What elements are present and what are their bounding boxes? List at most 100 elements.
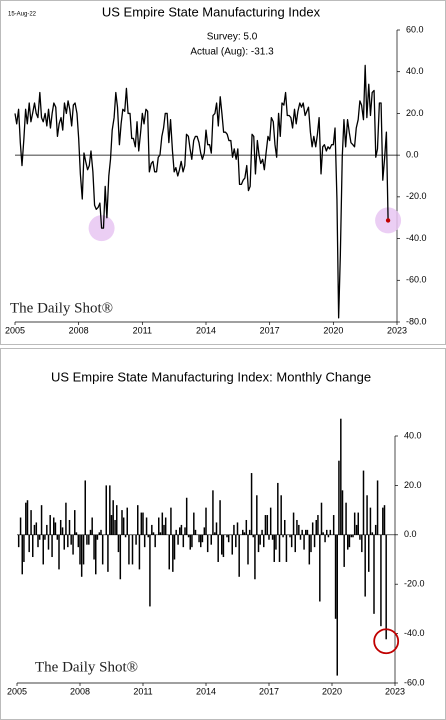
bar xyxy=(82,534,85,565)
y-tick-label: 60.0 xyxy=(406,24,424,34)
bar xyxy=(109,485,111,535)
bar xyxy=(126,507,128,535)
bar xyxy=(308,534,311,565)
bar xyxy=(151,524,153,535)
bar xyxy=(86,534,88,545)
bar xyxy=(233,524,235,535)
bar xyxy=(382,507,384,535)
logo: The Daily Shot® xyxy=(10,300,113,316)
bar xyxy=(116,505,118,535)
bar xyxy=(273,534,275,562)
bar xyxy=(343,534,345,567)
bar xyxy=(75,532,78,535)
bar xyxy=(100,529,102,535)
bar xyxy=(359,534,361,540)
line xyxy=(14,64,389,319)
bar xyxy=(336,534,338,676)
y-tick-label: -40.0 xyxy=(406,233,427,243)
bar xyxy=(172,534,174,572)
bar xyxy=(53,517,55,535)
bar xyxy=(96,534,99,540)
bar xyxy=(362,470,365,535)
bar xyxy=(21,534,23,575)
bar xyxy=(121,510,123,535)
x-tick-label: 2020 xyxy=(323,325,343,335)
bar xyxy=(68,519,71,535)
bar xyxy=(340,418,342,535)
bar xyxy=(128,534,130,565)
bar xyxy=(252,534,254,538)
bar xyxy=(348,534,351,548)
bar xyxy=(299,534,302,540)
bar xyxy=(44,534,46,540)
bar xyxy=(357,512,359,535)
x-tick-label: 2014 xyxy=(196,686,216,696)
y-tick-label: 40.0 xyxy=(404,430,422,440)
annotation: Survey: 5.0 xyxy=(207,32,258,43)
y-tick-label: -20.0 xyxy=(404,579,425,589)
bar xyxy=(201,534,204,543)
bar xyxy=(187,534,190,538)
bar xyxy=(42,534,44,565)
bar xyxy=(161,512,164,535)
bar xyxy=(366,495,368,535)
bar xyxy=(271,534,274,540)
bar xyxy=(26,500,29,535)
bar xyxy=(332,515,335,535)
bar xyxy=(65,502,67,535)
bar xyxy=(263,534,265,548)
bar xyxy=(222,534,225,558)
bar xyxy=(88,534,90,545)
bar xyxy=(67,534,69,548)
bar xyxy=(131,534,134,565)
bar xyxy=(226,534,228,538)
bar xyxy=(374,524,377,535)
bar xyxy=(110,515,113,535)
bar xyxy=(361,534,363,553)
bar xyxy=(326,529,328,535)
bar xyxy=(212,490,214,535)
bar xyxy=(275,534,277,550)
bar xyxy=(173,534,176,560)
bar xyxy=(142,512,144,535)
bar xyxy=(17,534,20,548)
bar xyxy=(383,505,386,535)
bar xyxy=(164,517,167,535)
bar xyxy=(338,460,340,535)
bar xyxy=(371,532,374,535)
bar xyxy=(380,534,382,627)
bar xyxy=(98,532,101,535)
end-marker xyxy=(385,218,391,223)
bar xyxy=(114,519,116,535)
bar xyxy=(70,534,72,545)
bar xyxy=(278,534,281,562)
bar xyxy=(35,522,38,535)
bar xyxy=(168,534,170,570)
bar xyxy=(61,527,64,535)
x-tick-label: 2017 xyxy=(260,325,280,335)
x-tick-label: 2005 xyxy=(7,686,27,696)
bar xyxy=(245,519,248,535)
bar xyxy=(268,534,270,540)
bar xyxy=(119,534,122,580)
bar xyxy=(198,534,200,543)
bar xyxy=(247,534,249,565)
y-tick-label: 40.0 xyxy=(406,66,424,76)
bar xyxy=(259,534,261,545)
bar xyxy=(353,512,356,535)
bar xyxy=(58,534,60,570)
bar xyxy=(185,497,188,535)
bar xyxy=(206,534,209,553)
y-tick-label: 20.0 xyxy=(404,480,422,490)
bar xyxy=(77,534,80,548)
bar xyxy=(294,534,296,553)
bar xyxy=(152,532,155,535)
bar xyxy=(284,519,286,535)
bar xyxy=(289,534,291,538)
bar xyxy=(79,534,81,565)
bar xyxy=(25,502,27,535)
bar xyxy=(107,534,109,572)
bar xyxy=(193,512,195,535)
